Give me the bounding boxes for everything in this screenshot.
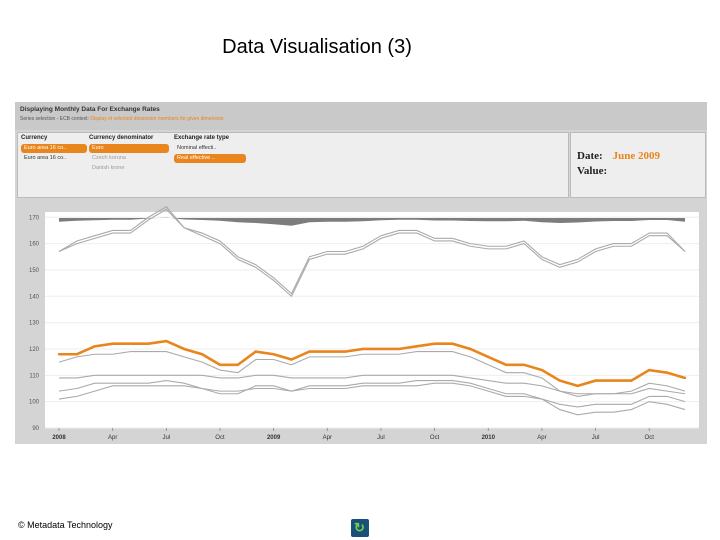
rate-type-column: Exchange rate type Nominal effecti.. Rea… <box>174 135 246 164</box>
data-point <box>612 379 615 382</box>
y-tick-label: 160 <box>29 242 40 248</box>
data-point <box>361 347 365 351</box>
y-tick-label: 90 <box>32 426 39 432</box>
x-tick-label: 2010 <box>482 435 496 441</box>
denominator-option[interactable]: Euro <box>89 144 169 153</box>
date-label: Date: <box>577 150 603 162</box>
series-line <box>58 382 686 408</box>
highlighted-series-line <box>59 339 686 388</box>
data-point <box>540 368 544 372</box>
slide-title: Data Visualisation (3) <box>222 36 412 58</box>
data-point <box>111 342 114 345</box>
y-tick-label: 110 <box>29 373 39 379</box>
x-tick-label: Oct <box>645 435 655 441</box>
x-tick-label: Apr <box>108 435 117 441</box>
plot-area <box>45 212 699 428</box>
currency-column: Currency Euro area 16 co.. Euro area 16 … <box>21 135 87 164</box>
data-point <box>290 358 293 361</box>
data-point <box>93 345 96 348</box>
series-line <box>58 351 686 397</box>
data-point <box>57 353 61 356</box>
subtitle-link[interactable]: Display of selected dimension members fo… <box>90 116 224 122</box>
info-panel: Date: June 2009 Value: <box>570 132 706 198</box>
x-tick-label: Apr <box>323 435 332 441</box>
x-tick-label: Oct <box>430 435 440 441</box>
data-point <box>522 363 526 366</box>
data-point <box>504 363 508 366</box>
currency-option[interactable]: Euro area 16 co.. <box>24 155 67 161</box>
data-point <box>254 350 257 353</box>
series-line <box>59 374 686 395</box>
data-point <box>683 376 687 380</box>
app-title: Displaying Monthly Data For Exchange Rat… <box>20 106 160 113</box>
series-line <box>58 208 686 298</box>
data-point <box>183 347 186 351</box>
data-point <box>308 350 311 353</box>
selection-panel: Currency Euro area 16 co.. Euro area 16 … <box>17 132 569 198</box>
data-point <box>487 355 490 359</box>
copyright-footer: © Metadata Technology <box>18 520 113 530</box>
denominator-column: Currency denominator Euro Czech koruna D… <box>89 135 169 174</box>
data-point <box>576 384 579 388</box>
date-value: June 2009 <box>612 150 661 162</box>
overview-strip <box>59 217 685 226</box>
data-point <box>469 347 472 351</box>
data-point <box>236 363 240 366</box>
y-tick-label: 140 <box>29 294 40 300</box>
data-point <box>147 342 150 345</box>
data-point <box>415 345 418 348</box>
series-line <box>58 380 686 416</box>
y-tick-label: 100 <box>29 400 40 406</box>
data-point <box>129 342 132 345</box>
currency-option[interactable]: Euro area 16 co.. <box>21 144 87 153</box>
x-tick-label: Oct <box>215 435 225 441</box>
value-label: Value: <box>577 165 608 177</box>
data-point <box>326 350 329 353</box>
exchange-rate-chart[interactable]: 90 100 110 120 130 140 150 160 170 2008 Apr Jul Oct 2… <box>15 202 707 444</box>
data-point <box>558 379 561 382</box>
app-header: Displaying Monthly Data For Exchange Rat… <box>15 102 707 130</box>
data-point <box>272 353 275 356</box>
x-tick-label: 2008 <box>52 435 66 441</box>
data-point <box>594 379 597 382</box>
series-line <box>58 206 686 295</box>
data-point <box>379 347 383 351</box>
data-point <box>343 350 347 353</box>
value-row: Value: <box>577 165 617 177</box>
data-point <box>165 339 168 343</box>
x-tick-label: Apr <box>537 435 546 441</box>
rate-type-option[interactable]: Nominal effecti.. <box>177 145 217 151</box>
data-point <box>397 347 401 351</box>
y-tick-label: 120 <box>29 347 40 353</box>
x-tick-label: 2009 <box>267 435 281 441</box>
data-point <box>218 363 222 366</box>
rate-type-header: Exchange rate type <box>174 135 230 141</box>
data-point <box>665 371 669 374</box>
rate-type-option[interactable]: Real effective .. <box>174 154 246 163</box>
metadata-technology-logo: ↻ <box>351 519 369 537</box>
data-point <box>451 342 454 345</box>
y-tick-label: 150 <box>29 268 40 274</box>
x-tick-label: Jul <box>592 435 600 441</box>
y-tick-label: 130 <box>29 321 40 327</box>
x-tick-label: Jul <box>162 435 170 441</box>
data-point <box>75 353 79 356</box>
data-point <box>200 353 204 356</box>
denominator-option[interactable]: Danish krone <box>92 165 125 171</box>
currency-header: Currency <box>21 135 48 141</box>
subtitle-prefix: Series selection - ECB context: <box>20 116 89 122</box>
y-tick-label: 170 <box>29 215 40 221</box>
denominator-option[interactable]: Czech koruna <box>92 155 126 161</box>
denominator-header: Currency denominator <box>89 135 154 141</box>
data-point <box>630 379 633 382</box>
app-subtitle: Series selection - ECB context: Display … <box>20 116 223 122</box>
data-point <box>433 342 436 345</box>
date-row: Date: June 2009 <box>577 150 660 162</box>
data-point <box>648 368 651 372</box>
x-tick-label: Jul <box>377 435 385 441</box>
